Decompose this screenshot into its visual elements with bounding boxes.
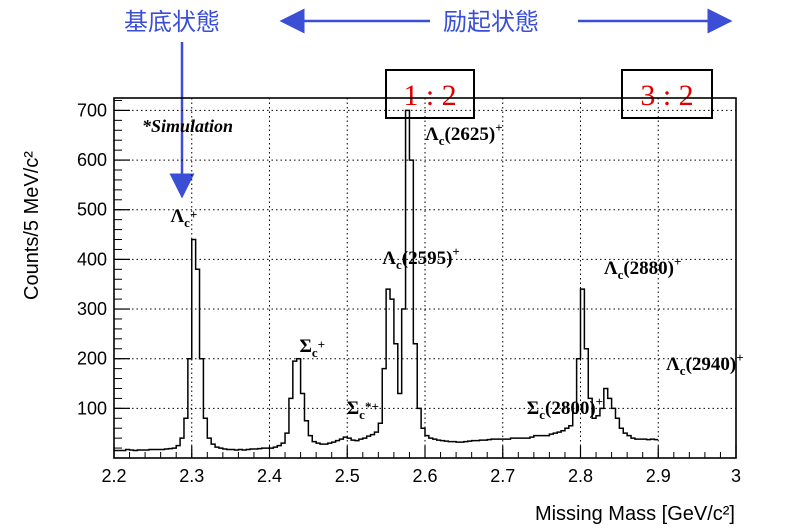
histogram [114, 109, 659, 452]
x-tick-label: 2.7 [490, 466, 515, 486]
x-axis-title: Missing Mass [GeV/c²] [535, 503, 735, 525]
peak-label: Λc(2880)+ [604, 254, 681, 282]
y-axis-title: Counts/5 MeV/c² [21, 151, 43, 300]
peak-label: Λc(2625)+ [425, 120, 502, 148]
peak-label: Σc+ [299, 336, 325, 360]
y-tick-label: 400 [77, 249, 107, 269]
x-tick-label: 3 [731, 466, 741, 486]
x-tick-label: 2.4 [257, 466, 282, 486]
y-tick-label: 200 [77, 349, 107, 369]
y-tick-label: 100 [77, 398, 107, 418]
histogram-line [114, 109, 659, 452]
ground-state-label: 基底状態 [124, 8, 220, 36]
x-tick-label: 2.8 [568, 466, 593, 486]
tick-labels: 2.2 2.3 2.4 2.5 2.6 2.7 2.8 2.9 3 100 200 300 400 500… [77, 100, 741, 486]
peak-label: Λc(2940)+ [666, 350, 743, 378]
y-tick-label: 600 [77, 150, 107, 170]
x-tick-label: 2.6 [412, 466, 437, 486]
peak-label: Σc(2800)+ [527, 394, 603, 422]
peak-labels: Λc+ Σc+ Σc*+ Λc(2595)+ Λc(2625)+ Σc(2800)+ Λc(… [171, 120, 744, 422]
peak-label: Λc+ [171, 206, 198, 230]
ratio-right: 3 : 2 [640, 79, 693, 112]
x-tick-label: 2.5 [335, 466, 360, 486]
peak-label: Σc*+ [347, 398, 379, 422]
simulation-note: *Simulation [142, 116, 233, 136]
peak-label: Λc(2595)+ [382, 244, 459, 272]
x-tick-label: 2.2 [101, 466, 126, 486]
ratio-left: 1 : 2 [403, 79, 456, 112]
y-tick-label: 300 [77, 299, 107, 319]
ticks [113, 99, 737, 458]
x-tick-label: 2.9 [646, 466, 671, 486]
x-tick-label: 2.3 [179, 466, 204, 486]
y-tick-label: 700 [77, 100, 107, 120]
y-tick-label: 500 [77, 200, 107, 220]
excited-states-label: 励起状態 [443, 8, 539, 36]
